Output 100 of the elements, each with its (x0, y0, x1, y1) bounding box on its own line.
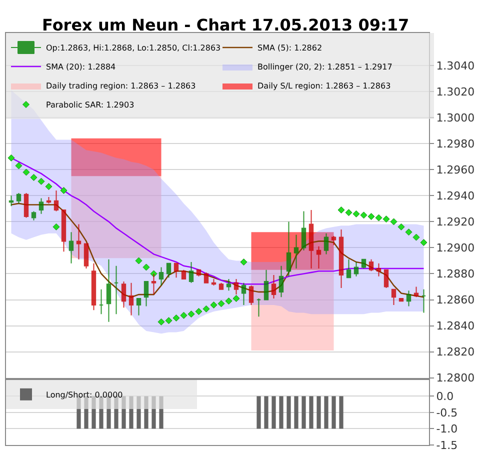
candlestick (391, 288, 396, 306)
candlestick (264, 269, 269, 300)
candlestick (166, 262, 172, 278)
y-tick-label: -0.5 (436, 406, 458, 420)
point (180, 312, 188, 319)
candlestick (218, 282, 224, 290)
candlestick (8, 195, 14, 207)
y-tick-label: 1.2960 (436, 163, 475, 176)
y-tick-label: 1.2840 (436, 320, 475, 333)
point (158, 318, 165, 326)
candlestick (406, 290, 412, 307)
y-tick-label: 1.2800 (436, 372, 475, 385)
y-tick-label: -1.5 (436, 438, 458, 452)
y-tick-label: 1.2880 (436, 268, 475, 281)
y-tick-label: 0.0 (436, 390, 454, 404)
candlestick (211, 278, 216, 286)
candlestick (196, 269, 202, 277)
point (360, 212, 368, 219)
point (52, 223, 60, 230)
y-tick-label: -1.0 (436, 422, 458, 436)
y-tick-label: 1.2940 (436, 190, 475, 203)
legend-label: SMA (20): 1.2884 (46, 62, 116, 72)
point (22, 168, 30, 176)
candlestick (16, 192, 22, 204)
candlestick (84, 243, 89, 270)
candlestick (46, 196, 52, 204)
point (382, 216, 390, 223)
point (38, 178, 45, 185)
legend-label: Bollinger (20, 2): 1.2851 – 1.2917 (258, 62, 392, 72)
candlestick (128, 282, 134, 316)
candlestick (414, 286, 419, 298)
point (45, 183, 52, 190)
candlestick (174, 262, 179, 278)
candlestick (24, 192, 29, 218)
point (210, 301, 218, 308)
candlestick (256, 298, 262, 318)
candlestick (316, 246, 322, 270)
candlestick (144, 281, 149, 307)
point (172, 314, 180, 322)
y-tick-label: 1.3020 (436, 85, 475, 98)
candlestick (241, 282, 246, 306)
candlestick (68, 232, 74, 264)
y-tick-label: 1.2820 (436, 346, 475, 359)
candlestick (188, 262, 194, 284)
legend-label: SMA (5): 1.2862 (258, 44, 322, 53)
legend-label: Long/Short: 0.0000 (46, 390, 123, 400)
point (232, 294, 240, 302)
point (375, 214, 382, 222)
candlestick (61, 209, 66, 252)
candlestick (301, 210, 306, 251)
candlestick (76, 224, 82, 260)
candlestick (278, 265, 284, 298)
point (188, 310, 195, 318)
candlestick (286, 221, 292, 277)
candlestick (181, 269, 186, 280)
point (405, 228, 412, 236)
point (368, 212, 375, 220)
candlestick (331, 236, 336, 246)
candlestick (354, 262, 359, 277)
candlestick (324, 232, 329, 255)
candlestick (226, 278, 232, 292)
candlestick (158, 266, 164, 286)
y-tick-label: 1.2900 (436, 242, 475, 255)
candlestick (91, 262, 96, 311)
point (338, 206, 345, 214)
candlestick (204, 272, 209, 284)
point (240, 258, 248, 266)
candlestick (248, 284, 254, 306)
candlestick (38, 198, 44, 214)
candlestick (368, 258, 374, 272)
candlestick (376, 262, 382, 277)
y-tick-label: 1.2980 (436, 137, 475, 150)
point (218, 300, 225, 308)
point (345, 209, 352, 216)
candlestick (271, 274, 276, 299)
candlestick (98, 288, 104, 315)
candlestick (421, 288, 426, 314)
candlestick (54, 190, 59, 212)
legend-label: Daily trading region: 1.2863 – 1.2863 (46, 82, 196, 91)
candlestick (106, 258, 112, 322)
candlestick (346, 258, 352, 278)
y-tick-label: 1.3040 (436, 59, 475, 72)
y-tick-label: 1.2860 (436, 294, 475, 307)
point (225, 298, 232, 305)
y-tick-label: 1.2920 (436, 216, 475, 229)
point (420, 239, 428, 246)
y-tick-label: 1.3000 (436, 111, 475, 124)
point (202, 305, 210, 312)
point (390, 218, 398, 226)
candlestick (31, 210, 36, 221)
legend-label: Daily S/L region: 1.2863 – 1.2863 (258, 82, 391, 91)
point (142, 264, 150, 271)
line-series (10, 202, 424, 298)
point (352, 210, 360, 218)
point (60, 186, 68, 194)
candlestick (136, 298, 142, 316)
point (8, 154, 15, 162)
candlestick (384, 269, 389, 289)
point (398, 223, 405, 230)
point (412, 234, 420, 241)
